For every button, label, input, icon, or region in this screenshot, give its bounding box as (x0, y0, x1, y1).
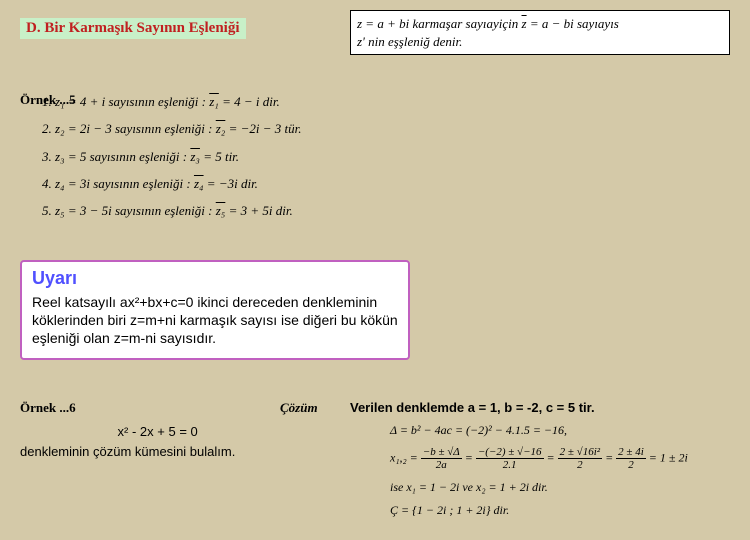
ex-post: = 5 tir. (200, 149, 239, 164)
frac-den: 2a (421, 459, 462, 471)
set-line: Ç = {1 − 2i ; 1 + 2i} dir. (390, 500, 688, 522)
ex-post: = 3 + 5i dir. (225, 203, 292, 218)
ex-num: 1. (42, 94, 52, 109)
ex-num: 5. (42, 203, 52, 218)
def-line2: z' nin eşşleniğ denir. (357, 34, 462, 49)
frac-num: 2 ± √16i² (558, 446, 602, 459)
def-post: = a − bi sayıayıs (527, 16, 619, 31)
section-title: D. Bir Karmaşık Sayının Eşleniği (20, 18, 246, 39)
ex-num: 4. (42, 176, 52, 191)
example-row: 5. z₅ = 3 − 5i sayısının eşleniği : z₅ =… (42, 197, 302, 224)
solution-math: Δ = b² − 4ac = (−2)² − 4.1.5 = −16, x₁,₂… (390, 420, 688, 522)
ex-pre: z₅ = 3 − 5i sayısının eşleniği : (55, 203, 216, 218)
ex-pre: z₄ = 3i sayısının eşleniği : (55, 176, 194, 191)
ex-conj: z₄ (194, 176, 204, 191)
eq-line2: denkleminin çözüm kümesini bulalım. (20, 442, 235, 462)
fraction: −b ± √Δ2a (421, 446, 462, 471)
ex-conj: z₃ (190, 149, 200, 164)
frac-den: 2 (558, 459, 602, 471)
uyari-box: Uyarı Reel katsayılı ax²+bx+c=0 ikinci d… (20, 260, 410, 360)
def-pre: z = a + bi karmaşar sayıayiçin (357, 16, 522, 31)
ex-num: 2. (42, 121, 52, 136)
uyari-text: Reel katsayılı ax²+bx+c=0 ikinci dereced… (32, 293, 398, 348)
equation-block: x² - 2x + 5 = 0 denkleminin çözüm kümesi… (80, 422, 235, 461)
eq-line1: x² - 2x + 5 = 0 (80, 422, 235, 442)
example-row: 1. z₁ = 4 + i sayısının eşleniği : z₁ = … (42, 88, 302, 115)
fraction: 2 ± √16i²2 (558, 446, 602, 471)
roots-end: = 1 ± 2i (649, 450, 688, 464)
definition-box: z = a + bi karmaşar sayıayiçin z = a − b… (350, 10, 730, 55)
frac-den: 2.1 (476, 459, 544, 471)
ex-conj: z₁ (209, 94, 219, 109)
example-row: 4. z₄ = 3i sayısının eşleniği : z₄ = −3i… (42, 170, 302, 197)
cozum-label: Çözüm (280, 400, 318, 416)
ex-post: = −2i − 3 tür. (225, 121, 301, 136)
example-row: 2. z₂ = 2i − 3 sayısının eşleniği : z₂ =… (42, 115, 302, 142)
ornek6-label: Örnek ...6 (20, 400, 76, 416)
discriminant-line: Δ = b² − 4ac = (−2)² − 4.1.5 = −16, (390, 420, 688, 442)
frac-num: −b ± √Δ (421, 446, 462, 459)
frac-den: 2 (616, 459, 646, 471)
def-text: z = a + bi karmaşar sayıayiçin z = a − b… (357, 16, 619, 49)
ex-post: = −3i dir. (204, 176, 258, 191)
ex-pre: z₃ = 5 sayısının eşleniği : (55, 149, 190, 164)
ise-line: ise x₁ = 1 − 2i ve x₂ = 1 + 2i dir. (390, 477, 688, 499)
ex-post: = 4 − i dir. (219, 94, 280, 109)
ex-conj: z₂ (216, 121, 226, 136)
example-row: 3. z₃ = 5 sayısının eşleniği : z₃ = 5 ti… (42, 143, 302, 170)
ex-conj: z₅ (216, 203, 226, 218)
fraction: −(−2) ± √−162.1 (476, 446, 544, 471)
frac-num: 2 ± 4i (616, 446, 646, 459)
ex-pre: z₂ = 2i − 3 sayısının eşleniği : (55, 121, 216, 136)
verilen-text: Verilen denklemde a = 1, b = -2, c = 5 t… (350, 400, 595, 415)
fraction: 2 ± 4i2 (616, 446, 646, 471)
ex-num: 3. (42, 149, 52, 164)
roots-lhs: x₁,₂ = (390, 450, 421, 464)
roots-line: x₁,₂ = −b ± √Δ2a = −(−2) ± √−162.1 = 2 ±… (390, 446, 688, 471)
uyari-title: Uyarı (32, 268, 398, 289)
ex-pre: z₁ = 4 + i sayısının eşleniği : (55, 94, 209, 109)
examples-list: 1. z₁ = 4 + i sayısının eşleniği : z₁ = … (42, 88, 302, 224)
frac-num: −(−2) ± √−16 (476, 446, 544, 459)
